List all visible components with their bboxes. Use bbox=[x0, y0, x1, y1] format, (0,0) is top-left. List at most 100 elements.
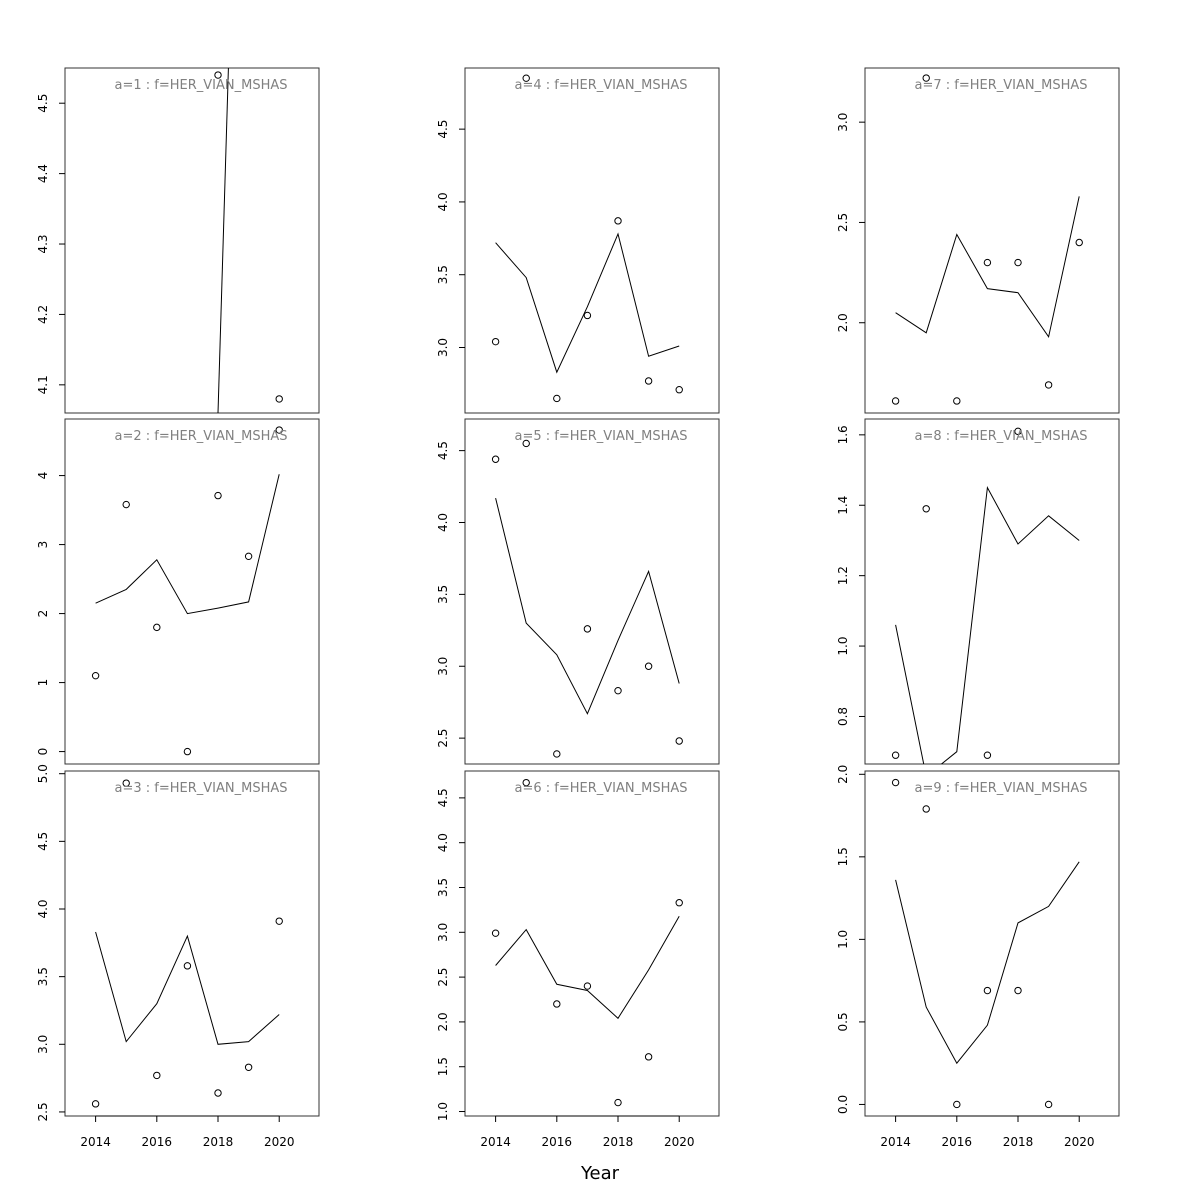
observed-point bbox=[983, 986, 992, 995]
panel-frame bbox=[464, 770, 720, 1117]
observed-point bbox=[954, 836, 960, 842]
panel-title: a=3 : f=HER_VIAN_MSHAS bbox=[115, 781, 288, 796]
panel-frame bbox=[464, 67, 720, 414]
observed-point bbox=[275, 426, 283, 434]
fitted-line bbox=[895, 485, 1080, 764]
x-tick-label: 2018 bbox=[1003, 1135, 1034, 1149]
y-tick-label: 3 bbox=[36, 541, 50, 549]
panel-title: a=6 : f=HER_VIAN_MSHAS bbox=[515, 781, 688, 796]
observed-point bbox=[983, 751, 992, 759]
observed-point bbox=[922, 505, 930, 513]
y-tick-label: 2 bbox=[36, 610, 50, 618]
y-tick-label: 2.5 bbox=[36, 1102, 50, 1121]
panel-3: 2.5 3.0 3.5 4.0 4.5 5.0 2014 2016 2018 2020 a=3 : … bbox=[36, 764, 320, 1149]
plot-area bbox=[891, 427, 1082, 878]
y-tick-label: 1.5 bbox=[436, 1057, 450, 1076]
panel-4: 3.0 3.5 4.0 4.5 a=4 : f=HER_VIAN_MSHAS bbox=[436, 67, 720, 414]
y-tick-label: 2.5 bbox=[836, 213, 850, 232]
y-tick-label: 1.0 bbox=[836, 930, 850, 949]
plot-area bbox=[491, 439, 683, 758]
y-tick-label: 1.5 bbox=[836, 847, 850, 866]
y-tick-label: 1.0 bbox=[836, 637, 850, 656]
observed-point bbox=[953, 1100, 961, 1109]
y-tick-label: 4.0 bbox=[436, 192, 450, 211]
x-tick-label: 2014 bbox=[80, 1135, 111, 1149]
y-tick-label: 3.5 bbox=[436, 585, 450, 604]
y-tick-label: 3.0 bbox=[436, 338, 450, 357]
y-tick-label: 0 bbox=[36, 748, 50, 756]
panel-2: 0 1 2 3 4 a=2 : f=HER_VIAN_MSHAS bbox=[36, 418, 320, 765]
observed-point bbox=[183, 962, 192, 970]
y-tick-label: 4.5 bbox=[436, 441, 450, 460]
panel-1: 4.1 4.2 4.3 4.4 4.5 a=1 : f=HER_VIAN_MSHAS bbox=[36, 67, 320, 414]
observed-point bbox=[583, 982, 592, 990]
y-tick-label: 4 bbox=[36, 472, 50, 480]
observed-point bbox=[644, 662, 653, 670]
panel-title: a=8 : f=HER_VIAN_MSHAS bbox=[915, 429, 1088, 444]
observed-point bbox=[491, 337, 500, 346]
fitted-line bbox=[895, 861, 1080, 1065]
panel-frame bbox=[464, 418, 720, 765]
observed-point bbox=[644, 377, 653, 385]
observed-point bbox=[1076, 872, 1082, 878]
observed-point bbox=[614, 217, 622, 225]
panel-title: a=2 : f=HER_VIAN_MSHAS bbox=[115, 429, 288, 444]
y-tick-label: 3.0 bbox=[836, 113, 850, 132]
observed-point bbox=[153, 623, 161, 632]
observed-point bbox=[583, 625, 592, 633]
observed-point bbox=[122, 779, 130, 787]
observed-point bbox=[1014, 427, 1022, 436]
panel-5: 2.5 3.0 3.5 4.0 4.5 a=5 : f=HER_VIAN_MSHAS bbox=[436, 418, 720, 765]
y-tick-label: 3.5 bbox=[436, 878, 450, 897]
panel-frame bbox=[64, 67, 320, 414]
observed-point bbox=[891, 778, 900, 787]
observed-point bbox=[522, 439, 530, 448]
panel-title: a=1 : f=HER_VIAN_MSHAS bbox=[115, 78, 288, 93]
y-tick-label: 1.2 bbox=[836, 566, 850, 585]
observed-point bbox=[183, 747, 192, 756]
observed-point bbox=[553, 1000, 561, 1008]
observed-point bbox=[214, 1089, 222, 1097]
observed-point bbox=[153, 1071, 161, 1080]
observed-point bbox=[522, 778, 530, 787]
y-tick-label: 3.0 bbox=[436, 923, 450, 942]
observed-point bbox=[614, 686, 622, 695]
y-tick-label: 4.4 bbox=[36, 164, 50, 183]
y-tick-label: 2.0 bbox=[836, 313, 850, 332]
y-tick-label: 3.5 bbox=[436, 265, 450, 284]
observed-point bbox=[553, 394, 561, 403]
fitted-line bbox=[217, 68, 229, 413]
observed-point bbox=[91, 1100, 100, 1108]
y-tick-label: 1 bbox=[36, 679, 50, 687]
observed-point bbox=[491, 929, 500, 937]
panel-frame bbox=[64, 418, 320, 765]
y-tick-label: 4.3 bbox=[36, 234, 50, 253]
fitted-line bbox=[495, 915, 680, 1020]
observed-point bbox=[244, 552, 253, 561]
observed-point bbox=[675, 737, 683, 745]
panel-frame bbox=[864, 770, 1120, 1117]
panel-frame bbox=[864, 418, 1120, 765]
plot-area bbox=[91, 426, 283, 756]
y-tick-label: 4.0 bbox=[436, 513, 450, 532]
y-tick-label: 3.0 bbox=[36, 1035, 50, 1054]
observed-point bbox=[983, 258, 992, 267]
panel-frame bbox=[864, 67, 1120, 414]
observed-point bbox=[922, 805, 930, 813]
observed-point bbox=[922, 74, 930, 82]
observed-point bbox=[1045, 854, 1051, 860]
y-tick-label: 1.6 bbox=[836, 425, 850, 444]
x-tick-label: 2014 bbox=[480, 1135, 511, 1149]
observed-point bbox=[1075, 238, 1083, 247]
y-tick-label: 0.8 bbox=[836, 707, 850, 726]
x-tick-label: 2016 bbox=[542, 1135, 573, 1149]
y-tick-label: 4.5 bbox=[36, 94, 50, 113]
panel-6: 1.0 1.5 2.0 2.5 3.0 3.5 4.0 4.5 2014 2016 2018 2020… bbox=[436, 770, 720, 1149]
observed-point bbox=[214, 491, 222, 500]
observed-point bbox=[1014, 986, 1022, 995]
observed-point bbox=[675, 386, 683, 394]
panel-title: a=5 : f=HER_VIAN_MSHAS bbox=[515, 429, 688, 444]
y-tick-label: 4.5 bbox=[36, 832, 50, 851]
y-tick-label: 2.0 bbox=[836, 765, 850, 784]
panel-9: 0.0 0.5 1.0 1.5 2.0 2014 2016 2018 2020 a=9 : f=H… bbox=[836, 765, 1120, 1149]
